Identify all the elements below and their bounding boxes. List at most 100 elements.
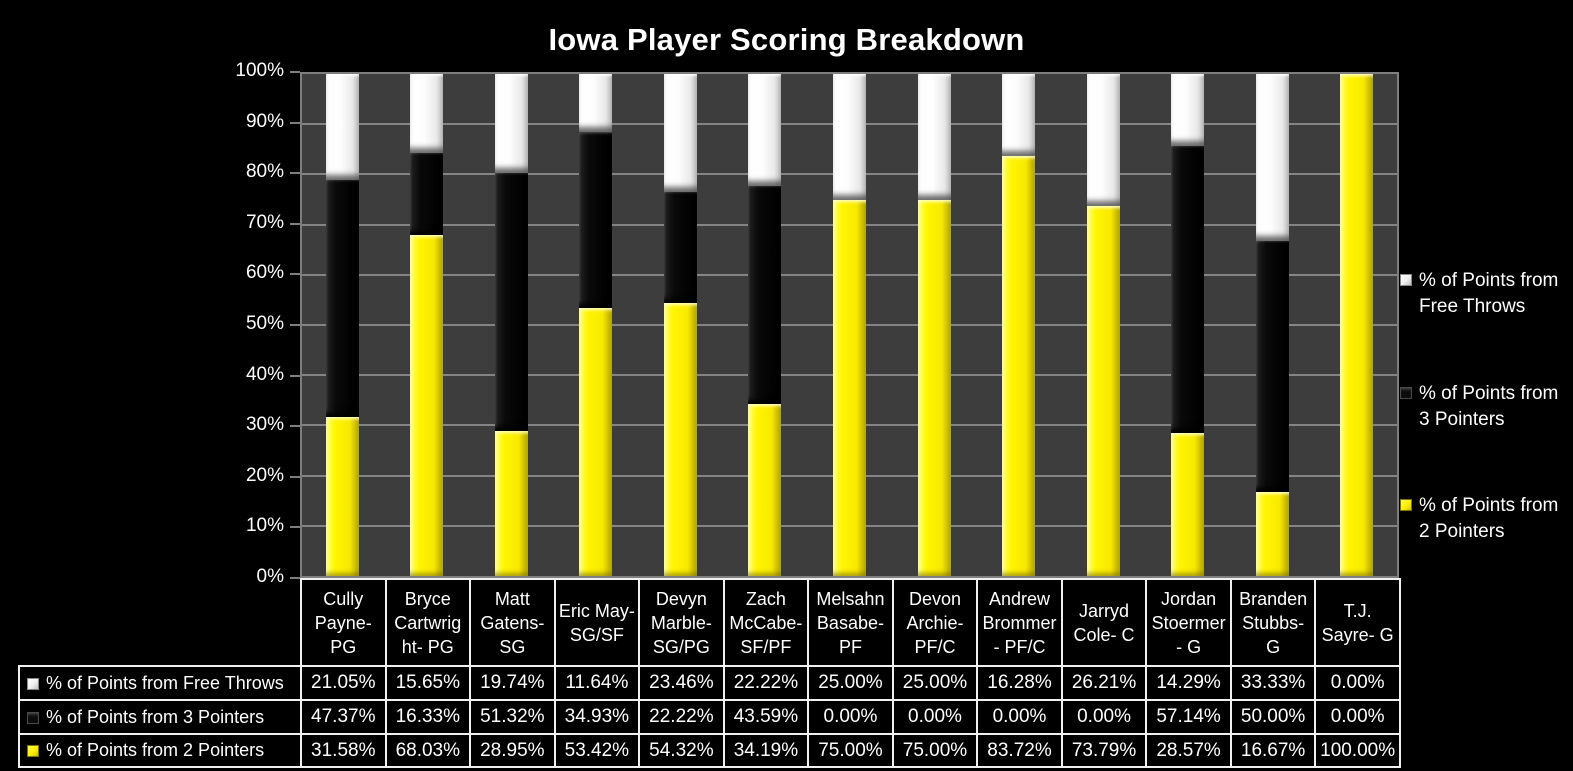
series-row-header: % of Points from Free Throws [18, 665, 302, 701]
bar-segment-yellow [833, 199, 866, 576]
bar-segment-yellow [579, 307, 613, 576]
bar-segment-white [663, 74, 697, 192]
bar-segment-yellow [494, 430, 528, 576]
category-label: Melsahn Basabe- PF [807, 578, 894, 667]
stacked-bar [579, 74, 613, 576]
value-cell: 16.33% [384, 699, 472, 735]
bar-segment-white [410, 73, 444, 153]
legend-item: % of Points from 2 Pointers [1400, 493, 1571, 545]
legend-item: % of Points from 3 Pointers [1400, 381, 1571, 433]
value-cell: 21.05% [300, 665, 387, 701]
y-axis-tick [290, 324, 300, 326]
value-cell: 83.72% [976, 733, 1063, 768]
category-label: Devon Archie- PF/C [891, 578, 979, 667]
bar-segment-yellow [410, 234, 444, 576]
bar-segment-yellow [1171, 432, 1205, 576]
bar-segment-white [1002, 74, 1036, 156]
bar-segment-white [1171, 74, 1205, 146]
category-label: Zach McCabe- SF/PF [722, 578, 810, 667]
y-axis-tick [290, 425, 300, 428]
stacked-bar [663, 74, 697, 576]
bar-segment-yellow [917, 199, 951, 576]
value-cell: 19.74% [469, 665, 556, 701]
y-axis-tick [290, 71, 300, 73]
bar-segment-white [833, 74, 866, 200]
value-cell: 50.00% [1229, 699, 1317, 735]
bar-segment-yellow [325, 417, 359, 576]
value-cell: 15.65% [384, 665, 472, 701]
y-axis-tick [290, 121, 300, 124]
value-cell: 57.14% [1145, 699, 1232, 735]
stacked-bar [325, 74, 359, 576]
value-cell: 23.46% [638, 665, 725, 701]
series-name: % of Points from Free Throws [46, 672, 284, 693]
yellow-series-key-icon [27, 745, 39, 757]
category-label: T.J. Sayre- G [1314, 578, 1401, 667]
value-cell: 51.32% [469, 699, 556, 735]
value-cell: 33.33% [1229, 665, 1317, 701]
value-cell: 75.00% [891, 733, 979, 768]
value-cell: 75.00% [807, 733, 894, 768]
legend-label: % of Points from 2 Pointers [1419, 495, 1559, 542]
series-row-header: % of Points from 2 Pointers [18, 733, 302, 768]
stacked-bar [1002, 74, 1036, 576]
series-name: % of Points from 3 Pointers [46, 706, 265, 727]
value-cell: 0.00% [1314, 665, 1401, 701]
value-cell: 34.19% [722, 733, 810, 768]
legend-label: % of Points from 3 Pointers [1419, 383, 1559, 430]
bar-segment-white [1255, 74, 1289, 242]
stacked-bar [1171, 74, 1205, 576]
y-axis-label: 50% [245, 313, 284, 334]
category-label: Branden Stubbs- G [1229, 578, 1317, 667]
y-axis-tick [290, 526, 300, 529]
value-cell: 0.00% [807, 699, 894, 735]
y-axis-label: 40% [245, 363, 284, 385]
value-cell: 68.03% [384, 733, 472, 768]
plot-area [300, 72, 1399, 578]
value-cell: 0.00% [1314, 699, 1401, 735]
value-cell: 25.00% [807, 665, 894, 701]
bar-segment-white [748, 74, 782, 186]
y-axis-label: 60% [245, 262, 284, 284]
value-cell: 14.29% [1145, 665, 1232, 701]
bar-segment-black [410, 152, 444, 235]
value-cell: 28.95% [469, 733, 556, 768]
legend-item: % of Points from Free Throws [1400, 268, 1571, 320]
value-cell: 54.32% [638, 733, 725, 768]
category-label: Eric May- SG/SF [553, 578, 641, 667]
value-cell: 47.37% [300, 699, 387, 735]
stacked-bar [833, 74, 866, 576]
white-legend-key-icon [1400, 274, 1412, 286]
stacked-bar [1086, 74, 1120, 576]
chart-title: Iowa Player Scoring Breakdown [548, 22, 1025, 57]
value-cell: 22.22% [722, 665, 810, 701]
y-axis-label: 100% [235, 60, 284, 81]
y-axis-tick [290, 172, 300, 175]
series-name: % of Points from 2 Pointers [46, 740, 265, 760]
table-row: % of Points from 3 Pointers 47.37% 16.33% 5… [18, 699, 1401, 735]
bar-segment-yellow [1340, 74, 1374, 576]
value-cell: 26.21% [1060, 665, 1148, 701]
y-axis-tick [290, 577, 300, 579]
y-axis-label: 90% [245, 110, 284, 132]
bar-segment-white [325, 74, 359, 180]
value-cell: 73.79% [1060, 733, 1148, 768]
bar-segment-black [1171, 145, 1205, 433]
black-legend-key-icon [1400, 387, 1412, 399]
category-label: Matt Gatens- SG [469, 578, 556, 667]
value-cell: 100.00% [1314, 733, 1401, 768]
value-cell: 53.42% [553, 733, 641, 768]
category-label: Jarryd Cole- C [1060, 578, 1148, 667]
bar-segment-yellow [1086, 205, 1120, 576]
table-row: % of Points from Free Throws 21.05% 15.65%… [18, 665, 1401, 701]
category-label: Devyn Marble- SG/PG [638, 578, 725, 667]
bar-segment-yellow [663, 303, 697, 576]
yellow-legend-key-icon [1400, 499, 1412, 511]
value-cell: 22.22% [638, 699, 725, 735]
stacked-bar [1340, 74, 1374, 576]
series-row-header: % of Points from 3 Pointers [18, 699, 302, 735]
value-cell: 25.00% [891, 665, 979, 701]
value-cell: 43.59% [722, 699, 810, 735]
category-label: Jordan Stoermer - G [1145, 578, 1232, 667]
value-cell: 0.00% [891, 699, 979, 735]
